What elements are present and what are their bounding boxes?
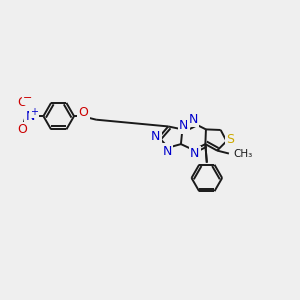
- Text: S: S: [226, 133, 234, 146]
- Text: N: N: [179, 119, 188, 132]
- Text: N: N: [151, 130, 160, 143]
- Text: N: N: [188, 113, 198, 126]
- Text: +: +: [30, 107, 38, 117]
- Text: CH₃: CH₃: [233, 148, 253, 158]
- Text: O: O: [17, 96, 27, 109]
- Text: O: O: [79, 106, 88, 118]
- Text: N: N: [190, 147, 200, 160]
- Text: O: O: [17, 124, 27, 136]
- Text: −: −: [23, 94, 32, 103]
- Text: N: N: [26, 110, 35, 123]
- Text: N: N: [162, 145, 172, 158]
